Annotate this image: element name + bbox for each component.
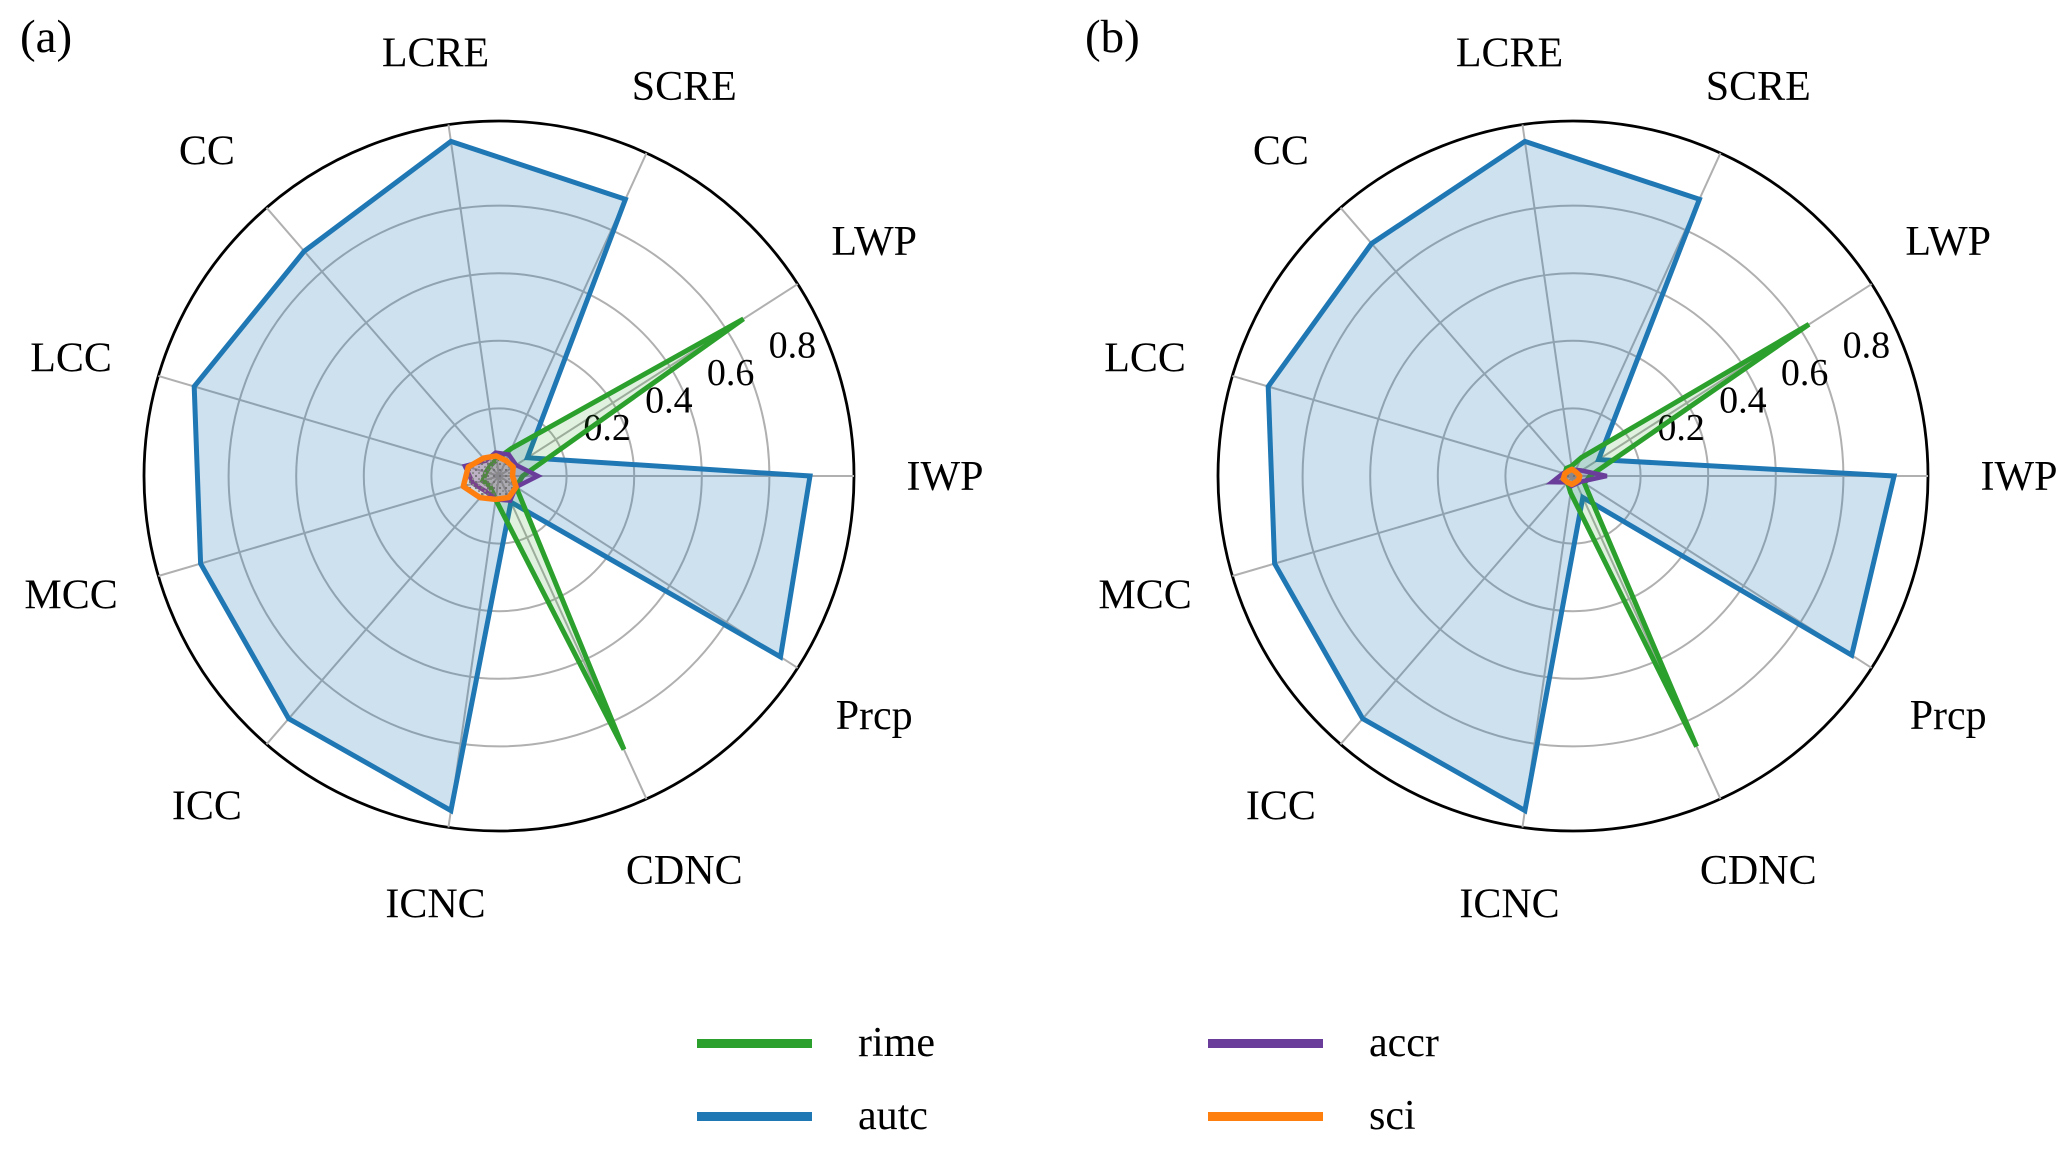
category-label-IWP-b: IWP — [1981, 454, 2058, 500]
category-label-ICC-b: ICC — [1246, 783, 1316, 829]
spoke-MCC-a — [158, 475, 500, 577]
category-label-ICNC-a: ICNC — [385, 882, 485, 928]
autc-line-swatch — [697, 1111, 812, 1121]
legend-label-rime: rime — [858, 1020, 935, 1066]
spoke-ICC-a — [265, 475, 500, 745]
sci-line-swatch — [1208, 1111, 1323, 1121]
category-label-ICC-a: ICC — [172, 783, 242, 829]
category-label-SCRE-b: SCRE — [1706, 64, 1811, 110]
chart-legend: rime accr autc sci — [697, 1016, 1628, 1143]
category-label-ICNC-b: ICNC — [1459, 882, 1559, 928]
spoke-LCC-a — [158, 375, 500, 477]
legend-label-sci: sci — [1369, 1093, 1416, 1139]
legend-item-accr: accr — [1208, 1016, 1628, 1070]
category-label-SCRE-a: SCRE — [632, 64, 737, 110]
category-label-CC-b: CC — [1253, 129, 1309, 175]
spoke-LWP-b — [1572, 283, 1873, 477]
category-label-CDNC-a: CDNC — [626, 848, 743, 894]
category-label-LCRE-b: LCRE — [1456, 30, 1563, 76]
radar-panel-a: 0.20.40.60.8LCRESCRELWPIWPPrcpCDNCICNCIC… — [24, 30, 983, 927]
category-label-Prcp-b: Prcp — [1910, 693, 1987, 739]
spoke-LCC-b — [1232, 375, 1574, 477]
category-label-CDNC-b: CDNC — [1700, 848, 1817, 894]
radial-tick-label-0.8-a: 0.8 — [769, 324, 817, 366]
legend-item-sci: sci — [1208, 1089, 1628, 1143]
radial-tick-label-0.8-b: 0.8 — [1843, 324, 1891, 366]
accr-line-swatch — [1208, 1038, 1323, 1048]
legend-item-rime: rime — [697, 1016, 1208, 1070]
legend-label-accr: accr — [1369, 1020, 1439, 1066]
legend-item-autc: autc — [697, 1089, 1208, 1143]
spoke-CC-b — [1339, 207, 1574, 477]
category-label-IWP-a: IWP — [907, 454, 984, 500]
radar-panel-b: 0.20.40.60.8LCRESCRELWPIWPPrcpCDNCICNCIC… — [1098, 30, 2057, 927]
category-label-MCC-a: MCC — [24, 572, 117, 618]
panel-label-b: (b) — [1085, 11, 1140, 63]
spoke-LCRE-a — [447, 124, 500, 477]
category-label-CC-a: CC — [179, 129, 235, 175]
category-label-LWP-a: LWP — [831, 219, 917, 265]
category-label-LCC-a: LCC — [30, 336, 112, 382]
category-label-Prcp-a: Prcp — [836, 693, 913, 739]
radial-tick-label-0.6-a: 0.6 — [707, 352, 755, 394]
spoke-ICC-b — [1339, 475, 1574, 745]
category-label-LWP-b: LWP — [1905, 219, 1991, 265]
rime-line-swatch — [697, 1038, 812, 1048]
panel-label-a: (a) — [20, 11, 73, 63]
radial-tick-label-0.4-b: 0.4 — [1719, 379, 1767, 421]
series-sci-polygon-b — [1560, 466, 1583, 488]
radial-tick-label-0.4-a: 0.4 — [645, 379, 693, 421]
spoke-LCRE-b — [1521, 124, 1574, 477]
category-label-MCC-b: MCC — [1098, 572, 1191, 618]
spoke-MCC-b — [1232, 475, 1574, 577]
spoke-LWP-a — [498, 283, 799, 477]
series-sci-polygon-a — [460, 453, 519, 503]
legend-label-autc: autc — [858, 1093, 928, 1139]
category-label-LCC-b: LCC — [1104, 336, 1186, 382]
category-label-LCRE-a: LCRE — [382, 30, 489, 76]
radial-tick-label-0.6-b: 0.6 — [1781, 352, 1829, 394]
